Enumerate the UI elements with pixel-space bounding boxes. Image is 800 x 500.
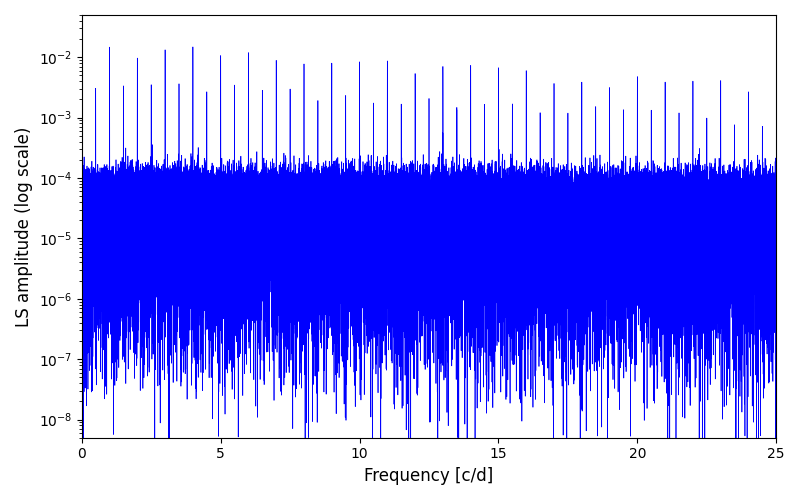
Y-axis label: LS amplitude (log scale): LS amplitude (log scale) [15, 126, 33, 326]
X-axis label: Frequency [c/d]: Frequency [c/d] [364, 467, 494, 485]
